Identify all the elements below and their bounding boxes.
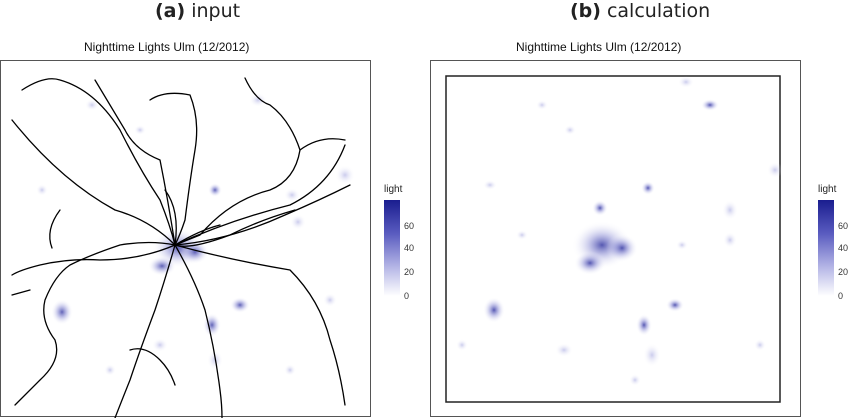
legend-a-tick: 60 (404, 221, 415, 231)
light-blobs-b (456, 76, 783, 386)
caption-a-tag: (a) (155, 0, 186, 22)
panel-a-title: Nighttime Lights Ulm (12/2012) (84, 40, 250, 54)
legend-b-tick: 40 (838, 243, 849, 253)
panel-b-title: Nighttime Lights Ulm (12/2012) (516, 40, 682, 54)
caption-a-label: input (191, 0, 241, 22)
caption-b-tag: (b) (570, 0, 601, 22)
legend-a-tick: 0 (404, 291, 410, 301)
legend-a-tick: 20 (404, 267, 415, 277)
map-input (0, 60, 372, 418)
caption-b: (b) calculation (570, 0, 710, 22)
legend-b-tick: 0 (838, 291, 844, 301)
road-network (11, 77, 351, 418)
caption-a: (a) input (155, 0, 240, 22)
legend-b: light 60 40 20 0 (818, 184, 854, 304)
map-calculation (430, 60, 802, 418)
caption-b-label: calculation (606, 0, 711, 22)
legend-a-tick: 40 (404, 243, 415, 253)
legend-b-title: light (818, 184, 837, 195)
legend-a-colorbar (384, 200, 400, 296)
legend-b-tick: 60 (838, 221, 849, 231)
legend-a-title: light (384, 184, 403, 195)
legend-b-tick: 20 (838, 267, 849, 277)
legend-a: light 60 40 20 0 (384, 184, 424, 304)
legend-b-colorbar (818, 200, 834, 296)
